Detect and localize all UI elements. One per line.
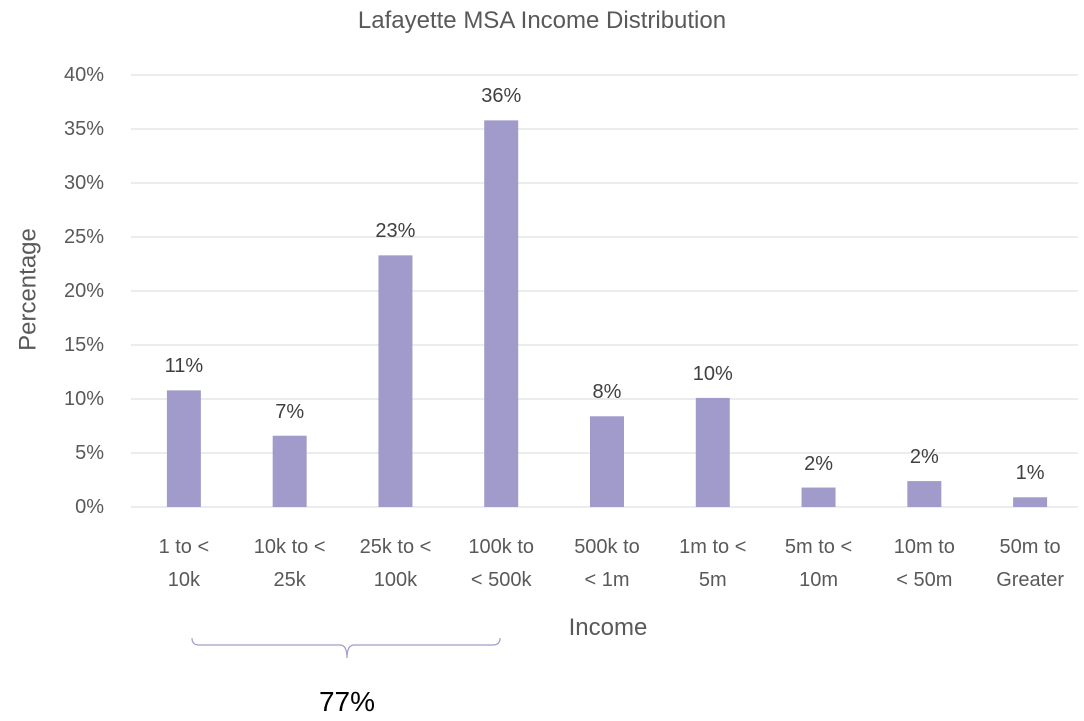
data-label: 11% [164,355,204,378]
bracket [191,637,501,659]
y-tick-label: 25% [63,225,104,248]
y-tick-label: 30% [63,171,104,194]
x-tick-label: 500k to < 1m [574,536,640,591]
data-label: 36% [481,85,522,108]
x-tick-label: 50m to Greater [996,536,1065,591]
y-tick-label: 40% [63,63,104,86]
x-tick-label: 100k to < 500k [468,536,535,591]
y-tick-label: 10% [63,387,104,410]
y-tick-label: 0% [75,495,104,518]
y-tick-label: 15% [63,333,104,356]
data-label: 8% [592,381,622,404]
data-label: 7% [275,400,305,423]
bar [166,390,201,507]
chart-title: Lafayette MSA Income Distribution [357,7,727,34]
x-tick-label: 1m to < 5m [679,536,747,591]
x-tick-label: 1 to < 10k [158,536,210,591]
x-axis-label: Income [568,614,648,641]
data-label: 2% [804,452,833,475]
bar [378,255,413,507]
bar [1013,497,1048,507]
annotation: 77% [318,686,376,717]
bar [590,416,624,507]
x-tick-label: 10k to < 25k [253,536,326,591]
data-label: 10% [692,362,733,385]
y-tick-label: 35% [63,117,104,140]
bar [272,435,307,507]
bar [801,487,836,507]
bar [695,397,730,507]
x-tick-label: 5m to < 10m [784,536,853,591]
bar [907,481,942,507]
x-tick-label: 25k to < 100k [359,536,432,591]
y-tick-label: 20% [63,279,104,302]
data-label: 2% [909,446,939,469]
y-tick-label: 5% [75,441,104,464]
data-label: 1% [1015,462,1045,485]
bar [484,120,519,508]
data-label: 23% [375,220,416,243]
x-tick-label: 10m to < 50m [893,536,955,591]
